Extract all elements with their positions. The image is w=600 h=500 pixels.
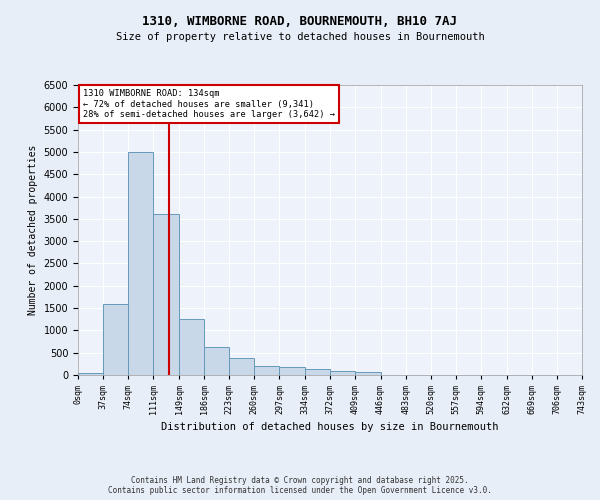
Bar: [103, 304, 128, 375]
Text: Contains HM Land Registry data © Crown copyright and database right 2025.
Contai: Contains HM Land Registry data © Crown c…: [108, 476, 492, 495]
Bar: [254, 366, 280, 375]
Y-axis label: Number of detached properties: Number of detached properties: [28, 145, 38, 315]
Bar: [128, 152, 153, 375]
Text: Size of property relative to detached houses in Bournemouth: Size of property relative to detached ho…: [116, 32, 484, 42]
Text: 1310 WIMBORNE ROAD: 134sqm
← 72% of detached houses are smaller (9,341)
28% of s: 1310 WIMBORNE ROAD: 134sqm ← 72% of deta…: [83, 90, 335, 119]
Text: 1310, WIMBORNE ROAD, BOURNEMOUTH, BH10 7AJ: 1310, WIMBORNE ROAD, BOURNEMOUTH, BH10 7…: [143, 15, 458, 28]
Bar: [305, 369, 331, 375]
Bar: [331, 372, 355, 375]
Bar: [355, 372, 380, 375]
Bar: [179, 319, 204, 375]
Bar: [229, 358, 254, 375]
Bar: [78, 373, 103, 375]
X-axis label: Distribution of detached houses by size in Bournemouth: Distribution of detached houses by size …: [161, 422, 499, 432]
Bar: [280, 368, 305, 375]
Bar: [153, 214, 179, 375]
Bar: [204, 348, 229, 375]
